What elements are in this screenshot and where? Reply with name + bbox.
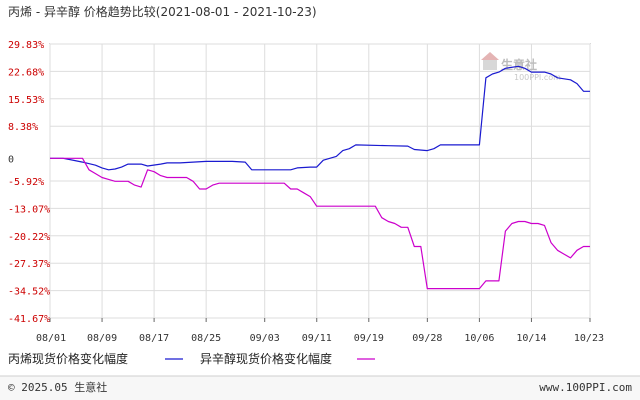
y-tick-label: -5.92% (8, 177, 44, 188)
x-tick-label: 09/19 (354, 333, 384, 344)
y-tick-label: 0 (8, 154, 14, 165)
watermark-sub: 100PPI.com (514, 73, 561, 82)
series-lines (50, 65, 590, 290)
watermark: 生意社 100PPI.com (481, 52, 561, 82)
footer-bar (0, 376, 640, 400)
legend-label-propylene: 丙烯现货价格变化幅度 (8, 351, 128, 366)
y-tick-label: -34.52% (8, 287, 50, 298)
x-tick-label: 08/09 (87, 333, 117, 344)
y-tick-label: 29.83% (8, 40, 44, 51)
y-tick-label: -13.07% (8, 204, 50, 215)
y-tick-label: -27.37% (8, 259, 50, 270)
x-tick-label: 09/03 (250, 333, 280, 344)
footer-url[interactable]: www.100PPI.com (539, 381, 632, 394)
y-tick-label: 15.53% (8, 95, 44, 106)
grid (49, 43, 591, 319)
x-tick-label: 10/23 (574, 333, 604, 344)
legend: 丙烯现货价格变化幅度 异辛醇现货价格变化幅度 (8, 351, 375, 366)
x-axis: 08/01 08/09 08/17 08/25 09/03 09/11 09/19 09/28… (36, 318, 604, 344)
footer: © 2025.05 生意社 www.100PPI.com (0, 375, 640, 400)
y-axis: 29.83% 22.68% 15.53% 8.38% 0 -5.92% -13.07% -20… (8, 40, 50, 325)
watermark-roof-icon (481, 52, 499, 60)
x-tick-label: 10/06 (464, 333, 494, 344)
watermark-text: 生意社 (501, 57, 537, 72)
x-tick-label: 10/14 (516, 333, 546, 344)
series-line-isooctanol (50, 157, 590, 290)
series-line-propylene (50, 65, 590, 171)
x-tick-label: 09/28 (412, 333, 442, 344)
chart-title: 丙烯 - 异辛醇 价格趋势比较(2021-08-01 - 2021-10-23) (8, 4, 317, 19)
y-tick-label: -41.67% (8, 314, 50, 325)
y-tick-label: -20.22% (8, 232, 50, 243)
watermark-logo-icon (483, 58, 497, 70)
legend-label-isooctanol: 异辛醇现货价格变化幅度 (200, 351, 332, 366)
footer-copyright: © 2025.05 生意社 (8, 380, 107, 394)
x-tick-label: 09/11 (302, 333, 332, 344)
y-tick-label: 8.38% (8, 122, 38, 133)
x-tick-label: 08/17 (139, 333, 169, 344)
x-tick-label: 08/01 (36, 333, 66, 344)
x-tick-label: 08/25 (191, 333, 221, 344)
y-tick-label: 22.68% (8, 67, 44, 78)
